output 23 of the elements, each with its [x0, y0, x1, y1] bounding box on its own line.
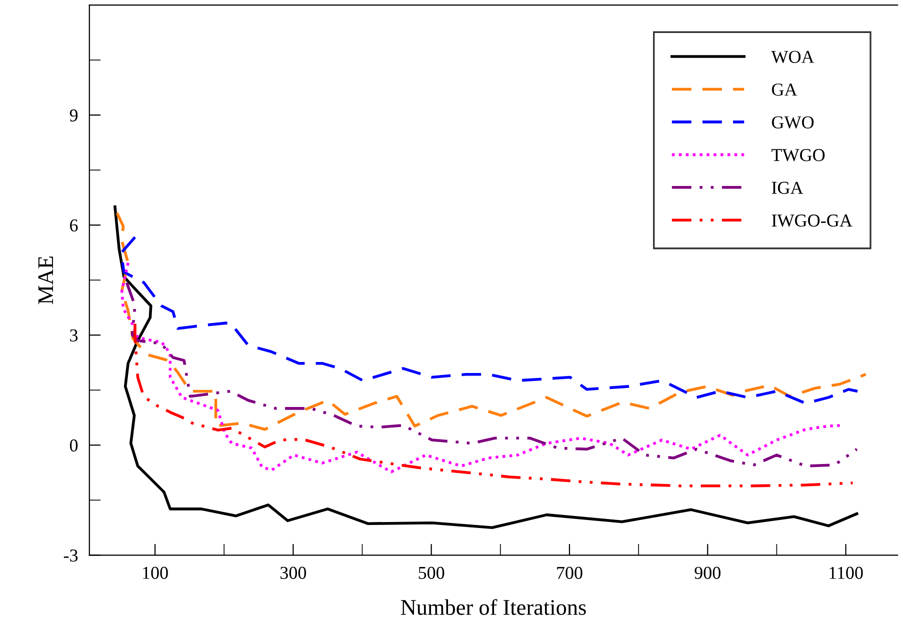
- line-series: [116, 212, 868, 431]
- y-tick-label: 6: [70, 219, 78, 232]
- legend-label: IGA: [772, 182, 804, 194]
- line-series: [114, 205, 858, 530]
- legend-label: IWGO-GA: [772, 214, 852, 227]
- x-tick-label: 1100: [830, 566, 863, 579]
- y-tick-label: 3: [70, 329, 78, 342]
- x-tick-label: 100: [143, 566, 168, 579]
- x-axis-title: Number of Iterations: [400, 599, 586, 615]
- x-tick-label: 900: [694, 566, 720, 579]
- line-series: [134, 322, 854, 488]
- y-axis-title: MAE: [38, 256, 53, 304]
- x-tick-label: 700: [557, 566, 582, 579]
- line-series: [120, 236, 859, 405]
- legend-label: TWGO: [772, 149, 825, 162]
- y-tick-label: -3: [64, 549, 78, 562]
- x-tick-label: 300: [280, 566, 306, 579]
- y-tick-label: 9: [70, 109, 78, 122]
- legend-label: GA: [772, 84, 798, 96]
- y-tick-label: 0: [70, 439, 78, 452]
- x-tick-label: 500: [418, 566, 444, 579]
- legend-label: WOA: [771, 50, 814, 64]
- legend-label: GWO: [772, 116, 814, 129]
